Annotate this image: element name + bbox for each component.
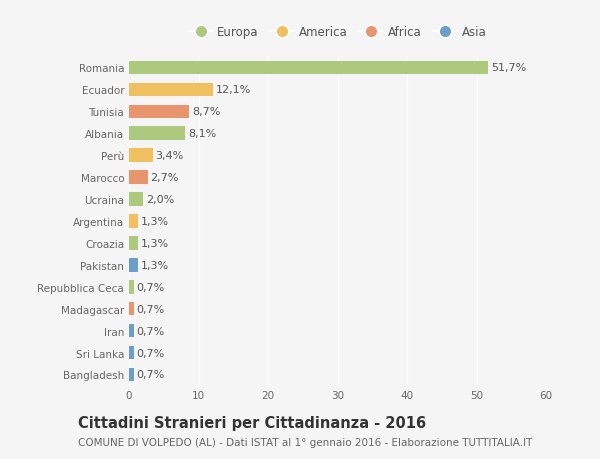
Bar xyxy=(129,236,138,250)
Text: 3,4%: 3,4% xyxy=(155,151,184,161)
Bar xyxy=(129,105,190,119)
Bar xyxy=(129,280,134,294)
Text: 0,7%: 0,7% xyxy=(137,326,165,336)
Text: 0,7%: 0,7% xyxy=(137,304,165,314)
Bar xyxy=(129,302,134,316)
Text: 8,7%: 8,7% xyxy=(192,107,221,117)
Text: 0,7%: 0,7% xyxy=(137,348,165,358)
Text: COMUNE DI VOLPEDO (AL) - Dati ISTAT al 1° gennaio 2016 - Elaborazione TUTTITALIA: COMUNE DI VOLPEDO (AL) - Dati ISTAT al 1… xyxy=(78,437,532,447)
Text: 0,7%: 0,7% xyxy=(137,282,165,292)
Text: 1,3%: 1,3% xyxy=(141,260,169,270)
Bar xyxy=(129,258,138,272)
Text: 1,3%: 1,3% xyxy=(141,217,169,226)
Bar xyxy=(129,149,152,162)
Text: Cittadini Stranieri per Cittadinanza - 2016: Cittadini Stranieri per Cittadinanza - 2… xyxy=(78,415,426,431)
Bar xyxy=(129,171,148,185)
Text: 2,7%: 2,7% xyxy=(151,173,179,183)
Text: 2,0%: 2,0% xyxy=(146,195,174,205)
Bar xyxy=(129,127,185,141)
Text: 12,1%: 12,1% xyxy=(216,85,251,95)
Bar xyxy=(129,193,143,207)
Bar xyxy=(129,62,488,75)
Text: 1,3%: 1,3% xyxy=(141,238,169,248)
Text: 51,7%: 51,7% xyxy=(491,63,526,73)
Bar xyxy=(129,215,138,228)
Bar xyxy=(129,324,134,338)
Bar xyxy=(129,368,134,381)
Legend: Europa, America, Africa, Asia: Europa, America, Africa, Asia xyxy=(187,24,488,42)
Bar xyxy=(129,346,134,359)
Bar xyxy=(129,84,213,97)
Text: 8,1%: 8,1% xyxy=(188,129,217,139)
Text: 0,7%: 0,7% xyxy=(137,369,165,380)
